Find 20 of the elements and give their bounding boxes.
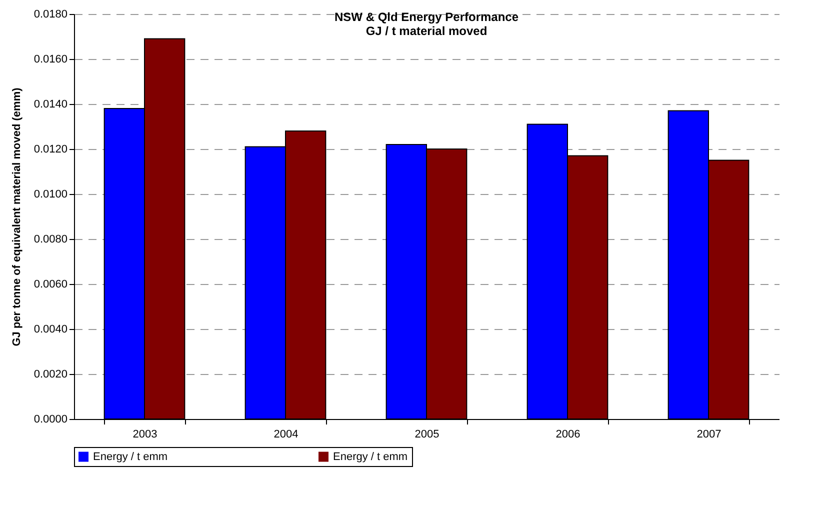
- y-tick-label: 0.0080: [34, 234, 68, 246]
- y-tick-label: 0.0100: [34, 188, 68, 200]
- y-axis-title: GJ per tonne of equivalent material moved (emm): [10, 87, 23, 346]
- y-tick-label: 0.0040: [34, 324, 68, 336]
- y-tick-label: 0.0180: [34, 8, 68, 20]
- y-tick-label: 0.0020: [34, 368, 68, 380]
- legend-label: Energy / t emm: [93, 450, 168, 463]
- y-tick-label: 0.0160: [34, 54, 68, 66]
- x-tick-label: 2004: [274, 428, 298, 440]
- y-tick-label: 0.0120: [34, 144, 68, 156]
- y-tick-label: 0.0140: [34, 98, 68, 110]
- chart-title: NSW & Qld Energy Performance: [334, 10, 519, 24]
- x-tick-label: 2007: [696, 428, 722, 440]
- legend-label: Energy / t emm: [333, 450, 408, 463]
- x-tick-label: 2005: [414, 428, 440, 440]
- y-tick-label: 0.0060: [34, 278, 68, 290]
- text: GJ / t material moved: [366, 24, 488, 38]
- x-tick-label: 2003: [132, 428, 158, 440]
- y-tick-label: 0.0000: [34, 414, 68, 426]
- x-tick-label: 2006: [556, 428, 580, 440]
